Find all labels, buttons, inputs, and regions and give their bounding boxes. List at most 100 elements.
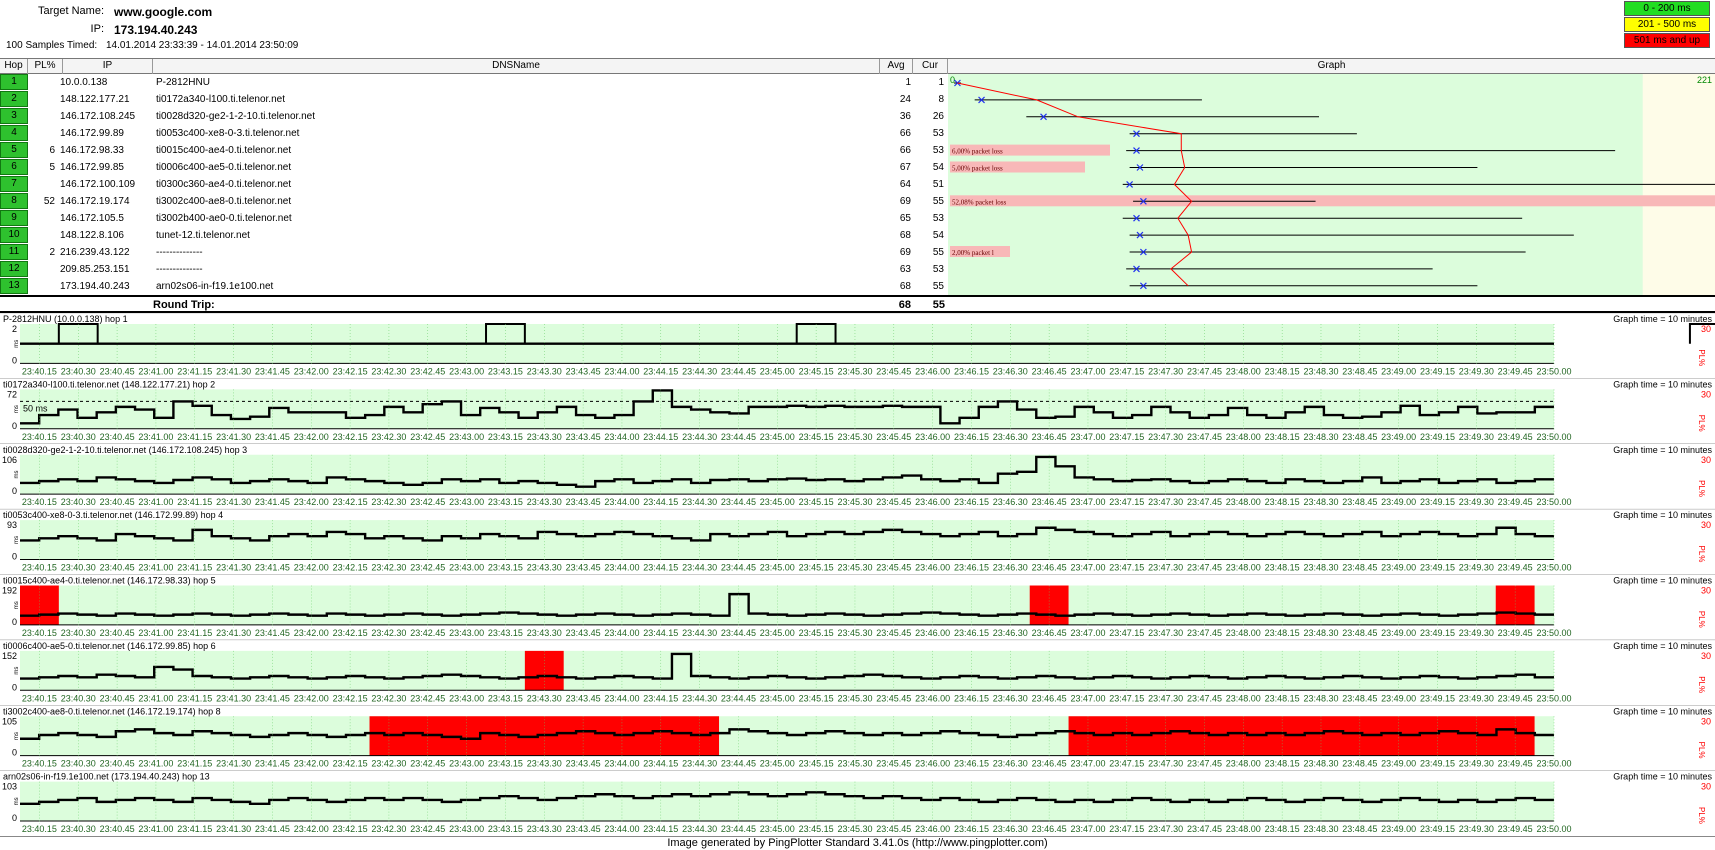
time-tick-label: 23:40.45 [100, 366, 135, 376]
hop-number: 9 [0, 210, 28, 226]
time-tick-label: 23:43.00 [449, 497, 484, 507]
time-tick-label: 23:41.00 [138, 366, 173, 376]
loss-label: 52,08% packet loss [952, 198, 1007, 206]
time-tick-label: 23:46.00 [915, 693, 950, 703]
latency-trace [20, 791, 1554, 805]
time-tick-label: 23:47.15 [1109, 759, 1144, 769]
time-tick-label: 23:47.00 [1070, 432, 1105, 442]
latency-trace [20, 455, 1554, 488]
time-tick-label: 23:43.00 [449, 824, 484, 834]
loss-label: 5,00% packet loss [952, 165, 1003, 173]
time-tick-label: 23:45.30 [837, 824, 872, 834]
time-tick-label: 23:48.45 [1342, 563, 1377, 573]
col-graph[interactable]: Graph [1317, 60, 1346, 71]
col-pl[interactable]: PL% [28, 59, 63, 74]
hop-dnsname: -------------- [156, 247, 203, 258]
hop-row[interactable]: 13 173.194.40.243 arn02s06-in-f19.1e100.ne… [0, 278, 948, 295]
hop-row[interactable]: 1 10.0.0.138 P-2812HNU 1 1 [0, 74, 948, 91]
hop-row[interactable]: 12 209.85.253.151 -------------- 63 53 [0, 261, 948, 278]
ms-axis-label: ms [14, 667, 20, 675]
hop-ip: 10.0.0.138 [60, 77, 108, 88]
time-tick-label: 23:44.30 [682, 628, 717, 638]
time-tick-label: 23:46.15 [954, 628, 989, 638]
time-tick-label: 23:41.15 [177, 759, 212, 769]
time-tick-label: 23:42.45 [410, 497, 445, 507]
time-tick-label: 23:46.45 [1032, 497, 1067, 507]
hop-packet-loss: 2 [49, 247, 55, 258]
time-tick-label: 23:42.15 [333, 628, 368, 638]
hop-row[interactable]: 3 146.172.108.245 ti0028d320-ge2-1-2-10.ti… [0, 108, 948, 125]
hop-dnsname: ti3002c400-ae8-0.ti.telenor.net [156, 196, 292, 207]
time-tick-label: 23:49.15 [1420, 366, 1455, 376]
hop-ip: 146.172.108.245 [60, 111, 136, 122]
ms-axis-label: ms [14, 601, 20, 609]
hop-row[interactable]: 6 5 146.172.99.85 ti0006c400-ae5-0.ti.telen… [0, 159, 948, 176]
time-tick-label: 23:49.15 [1420, 824, 1455, 834]
hop-avg: 69 [899, 196, 911, 207]
time-tick-label: 23:48.15 [1265, 628, 1300, 638]
hop-row[interactable]: 8 52 146.172.19.174 ti3002c400-ae8-0.ti.tel… [0, 193, 948, 210]
col-ip[interactable]: IP [63, 59, 153, 74]
time-tick-label: 23:41.15 [177, 432, 212, 442]
hop-row[interactable]: 9 146.172.105.5 ti3002b400-ae0-0.ti.teleno… [0, 210, 948, 227]
hop-packet-loss [28, 210, 55, 227]
time-tick-label: 23:42.30 [371, 366, 406, 376]
hop-row[interactable]: 2 148.122.177.21 ti0172a340-l100.ti.teleno… [0, 91, 948, 108]
ip-label: IP: [90, 23, 104, 35]
time-tick-label: 23:43.30 [527, 824, 562, 834]
time-tick-label: 23:44.30 [682, 366, 717, 376]
time-tick-label: 23:44.45 [721, 497, 756, 507]
time-tick-label: 23:47.15 [1109, 497, 1144, 507]
col-hop[interactable]: Hop [0, 59, 28, 74]
y-max-label: 106 [2, 455, 17, 465]
time-tick-label: 23:47.00 [1070, 563, 1105, 573]
time-tick-label: 23:42.45 [410, 563, 445, 573]
hop-row[interactable]: 11 2 216.239.43.122 -------------- 69 55 [0, 244, 948, 261]
time-tick-label: 23:48.00 [1226, 563, 1261, 573]
time-tick-label: 23:46.45 [1032, 824, 1067, 834]
time-tick-label: 23:46.00 [915, 497, 950, 507]
time-tick-label: 23:40.30 [61, 824, 96, 834]
col-avg[interactable]: Avg [880, 59, 913, 74]
time-tick-label: 23:42.30 [371, 432, 406, 442]
time-tick-label: 23:40.45 [100, 693, 135, 703]
time-tick-label: 23:40.45 [100, 759, 135, 769]
time-tick-label: 23:40.15 [22, 693, 57, 703]
time-tick-label: 23:41.45 [255, 366, 290, 376]
time-tick-label: 23:46.45 [1032, 759, 1067, 769]
time-tick-label: 23:44.45 [721, 824, 756, 834]
hop-avg: 64 [899, 179, 911, 190]
time-tick-label: 23:46.00 [915, 759, 950, 769]
time-tick-label: 23:42.00 [294, 693, 329, 703]
time-tick-label: 23:42.00 [294, 759, 329, 769]
loss-bar [950, 144, 1110, 156]
y-max-label: 152 [2, 651, 17, 661]
time-tick-label: 23:40.15 [22, 628, 57, 638]
time-tick-label: 23:40.30 [61, 366, 96, 376]
hop-row[interactable]: 5 6 146.172.98.33 ti0015c400-ae4-0.ti.telen… [0, 142, 948, 159]
y-zero-label: 0 [12, 748, 17, 758]
time-tick-label: 23:44.30 [682, 759, 717, 769]
pl-axis-max: 30 [1701, 782, 1711, 792]
col-cur[interactable]: Cur [913, 59, 948, 74]
hop-dnsname: ti0300c360-ae4-0.ti.telenor.net [156, 179, 292, 190]
hop-avg: 68 [899, 230, 911, 241]
hop-row[interactable]: 4 146.172.99.89 ti0053c400-xe8-0-3.ti.tele… [0, 125, 948, 142]
time-graph-svg: P-2812HNU (10.0.0.138) hop 1 Graph time =… [0, 312, 1715, 834]
hop-packet-loss: 6 [49, 145, 55, 156]
ms-axis-label: ms [14, 536, 20, 544]
time-tick-label: 23:41.30 [216, 759, 251, 769]
time-tick-label: 23:43.15 [488, 628, 523, 638]
time-tick-label: 23:48.15 [1265, 824, 1300, 834]
hop-row[interactable]: 7 146.172.100.109 ti0300c360-ae4-0.ti.tele… [0, 176, 948, 193]
hop-ip: 148.122.8.106 [60, 230, 124, 241]
time-tick-label: 23:42.00 [294, 366, 329, 376]
time-tick-label: 23:47.00 [1070, 759, 1105, 769]
time-tick-label: 23:43.00 [449, 693, 484, 703]
hop-ip: 209.85.253.151 [60, 264, 130, 275]
col-dnsname[interactable]: DNSName [153, 59, 880, 74]
hop-row[interactable]: 10 148.122.8.106 tunet-12.ti.telenor.net 68… [0, 227, 948, 244]
ip-value: 173.194.40.243 [114, 23, 198, 37]
time-tick-label: 23:48.45 [1342, 628, 1377, 638]
